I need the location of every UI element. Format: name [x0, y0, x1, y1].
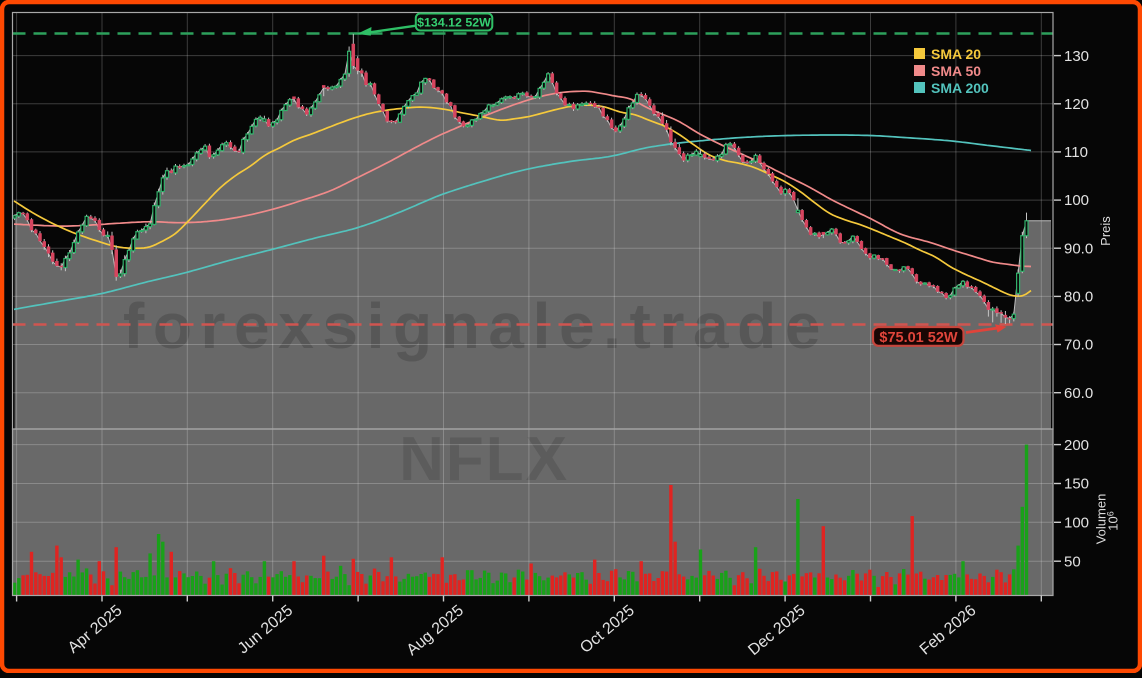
svg-text:forexsignale.trade: forexsignale.trade — [123, 290, 829, 362]
svg-text:150: 150 — [1064, 476, 1089, 493]
svg-text:130: 130 — [1064, 48, 1089, 65]
svg-text:SMA 20: SMA 20 — [931, 46, 981, 62]
svg-text:SMA 50: SMA 50 — [931, 63, 981, 79]
svg-text:70.0: 70.0 — [1064, 337, 1093, 354]
svg-text:90.0: 90.0 — [1064, 240, 1093, 257]
svg-text:100: 100 — [1064, 515, 1089, 532]
svg-text:NFLX: NFLX — [399, 425, 569, 494]
svg-text:200: 200 — [1064, 437, 1089, 454]
svg-text:Volumen: Volumen — [1094, 494, 1109, 545]
svg-text:120: 120 — [1064, 96, 1089, 113]
svg-text:100: 100 — [1064, 192, 1089, 209]
svg-text:SMA 200: SMA 200 — [931, 80, 989, 96]
svg-text:60.0: 60.0 — [1064, 385, 1093, 402]
svg-text:$134.12 52W: $134.12 52W — [417, 16, 491, 30]
svg-text:50: 50 — [1064, 553, 1081, 570]
svg-text:Preis: Preis — [1098, 216, 1113, 246]
svg-text:$75.01 52W: $75.01 52W — [879, 330, 958, 346]
svg-text:80.0: 80.0 — [1064, 289, 1093, 306]
svg-text:110: 110 — [1064, 144, 1088, 161]
